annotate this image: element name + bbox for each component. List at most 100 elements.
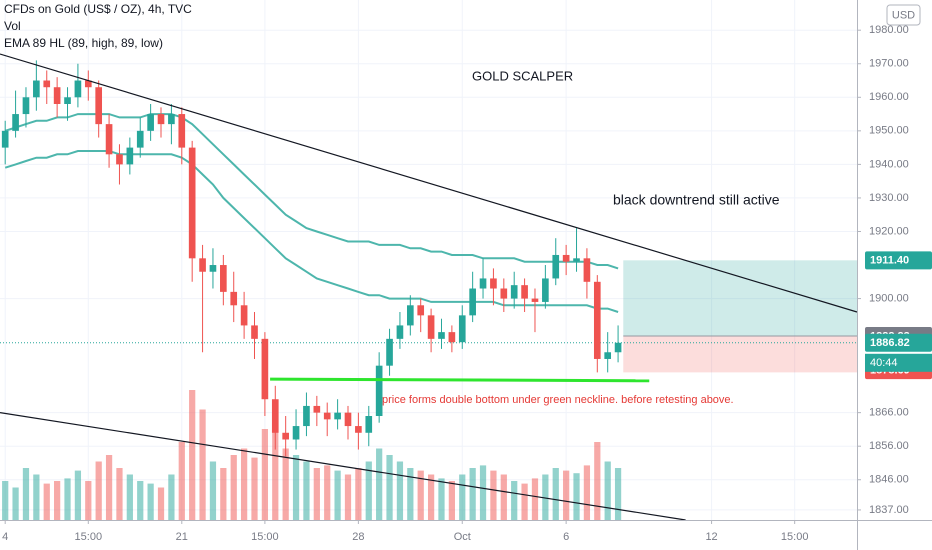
candle-body (147, 114, 154, 131)
candle-body (604, 352, 612, 359)
currency-button[interactable] (886, 4, 921, 26)
candle-body (344, 412, 352, 427)
volume-bar (563, 470, 570, 520)
candle-body (22, 97, 30, 115)
x-tick-label: 28 (352, 531, 364, 543)
volume-bar (147, 483, 154, 520)
volume-bar (396, 461, 404, 520)
volume-bar (105, 455, 113, 520)
volume-bar (313, 468, 320, 520)
volume-bar (54, 481, 61, 520)
price-label-bg (865, 251, 932, 270)
x-tick-label: 15:00 (251, 531, 279, 543)
indicator-label: EMA 89 HL (89, high, 89, low) (4, 36, 163, 50)
volume-bar (33, 474, 40, 520)
volume-bar (116, 468, 123, 520)
stop-zone (623, 336, 857, 373)
volume-bar (261, 429, 269, 520)
volume-bar (126, 474, 133, 520)
candle-body (84, 80, 92, 88)
volume-bar (355, 468, 362, 520)
volume-bar (64, 478, 71, 520)
volume-bar (292, 455, 300, 520)
candle-body (323, 412, 331, 420)
volume-bar (521, 483, 528, 520)
target-zone (623, 260, 857, 337)
chart-title: CFDs on Gold (US$ / OZ), 4h, TVC (4, 2, 192, 16)
candle-body (365, 416, 373, 433)
trendline (270, 377, 650, 383)
candle-body (396, 325, 404, 339)
volume-bar (604, 461, 611, 520)
candle-body (614, 342, 622, 353)
volume-bar (303, 461, 310, 520)
volume-bar (12, 487, 19, 520)
trendline (0, 412, 686, 521)
candle-body (583, 258, 591, 282)
volume-bar (251, 457, 258, 520)
volume-bar (74, 470, 82, 520)
y-tick-label: 1930.00 (869, 192, 909, 204)
ema-line (4, 113, 619, 270)
candle-body (417, 305, 425, 316)
x-tick-label: 12 (705, 531, 717, 543)
candle-body (271, 399, 279, 433)
volume-bar (594, 442, 601, 520)
volume-bar (282, 448, 289, 520)
candle-body (261, 338, 269, 400)
candle-body (209, 265, 217, 272)
candle-body (157, 114, 165, 125)
annotation: price forms double bottom under green ne… (382, 394, 734, 406)
x-tick-label: Oct (454, 531, 471, 543)
candle-body (386, 338, 393, 366)
volume-bar (511, 481, 518, 520)
volume-bar (479, 465, 487, 520)
volume-bar (427, 474, 435, 520)
volume-bar (552, 468, 559, 520)
currency: USD (892, 9, 915, 21)
volume-bar (137, 481, 144, 520)
candle-body (43, 80, 51, 88)
y-tick-label: 1920.00 (869, 225, 909, 237)
y-tick-label: 1856.00 (869, 440, 909, 452)
y-tick-label: 1940.00 (869, 158, 909, 170)
volume-bar (376, 448, 383, 520)
candle-body (406, 305, 414, 326)
candle-body (188, 147, 196, 259)
candle-body (573, 258, 580, 262)
candle-body (230, 291, 238, 306)
candle-body (427, 315, 435, 339)
candle-body (178, 114, 186, 148)
candle-body (220, 265, 227, 292)
candle-body (95, 87, 103, 125)
candle-body (448, 332, 456, 343)
candle-body (334, 412, 341, 420)
volume-bar (2, 481, 9, 520)
x-tick-label: 15:00 (781, 531, 809, 543)
volume-bar (386, 455, 393, 520)
volume-bar (614, 468, 622, 520)
volume-bar (85, 481, 92, 520)
volume-bar (469, 468, 476, 520)
candle-body (64, 97, 71, 104)
plot (0, 0, 858, 521)
volume-bar (43, 483, 50, 520)
candle-body (562, 254, 570, 262)
candle-body (593, 281, 601, 359)
volume-bar (490, 470, 497, 520)
trendline (0, 53, 858, 313)
candle-body (355, 426, 362, 433)
y-tick-label: 1960.00 (869, 91, 909, 103)
volume-bar (459, 474, 466, 520)
candle-body (105, 124, 113, 155)
volume-bar (324, 465, 331, 520)
volume-bar (344, 474, 352, 520)
volume-bar (272, 422, 279, 520)
price-label: 1886.82 (870, 337, 910, 349)
candle-body (490, 278, 497, 289)
volume-bar (168, 474, 175, 520)
volume-bar (189, 390, 196, 520)
candle-body (542, 278, 549, 302)
